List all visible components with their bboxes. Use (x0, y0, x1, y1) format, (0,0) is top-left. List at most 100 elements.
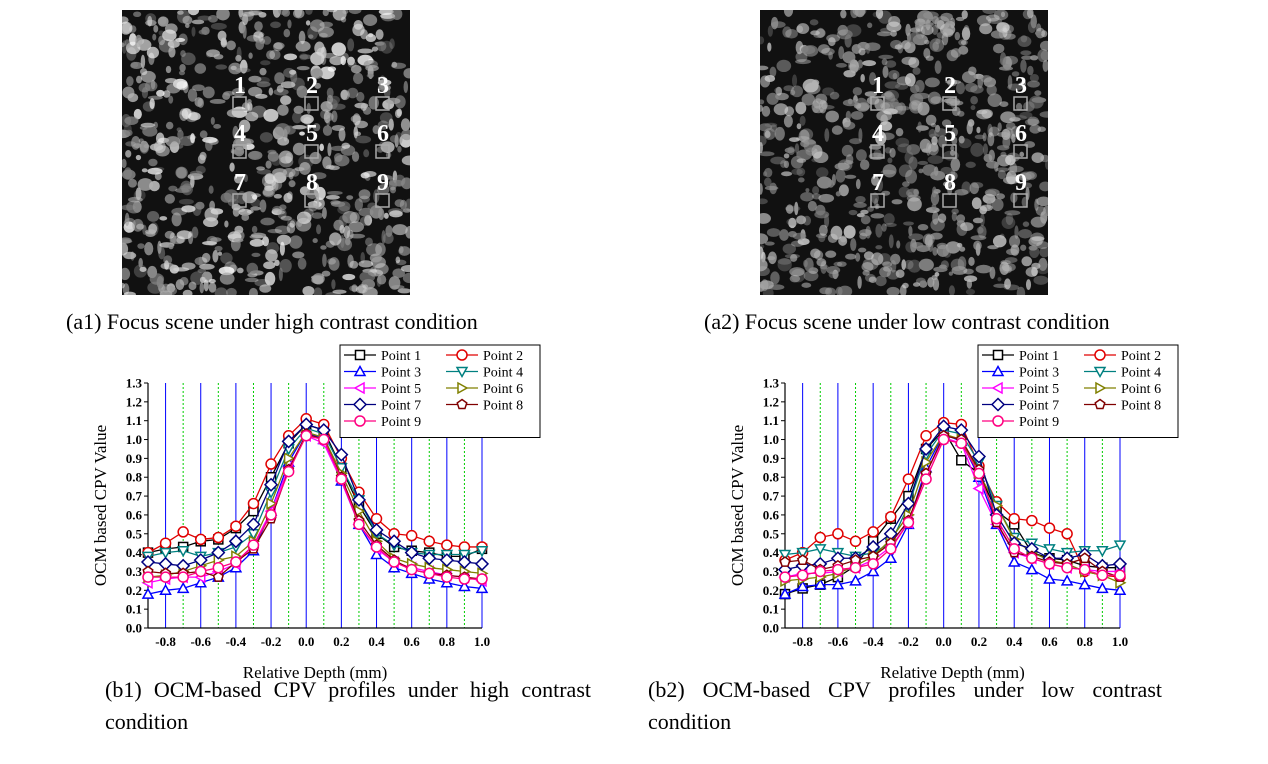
speckle (835, 286, 843, 295)
speckle (791, 74, 798, 88)
speckle (326, 114, 331, 127)
marker (334, 447, 349, 462)
caption: (b1) OCM-based CPV profiles under high c… (105, 677, 591, 734)
point-box (304, 96, 319, 111)
speckle (845, 110, 851, 121)
speckle (849, 138, 862, 145)
speckle (140, 68, 148, 76)
point-box (304, 193, 319, 208)
point-label: 2 (944, 73, 956, 99)
marker (1007, 555, 1021, 567)
speckle (1020, 59, 1027, 73)
speckle (769, 66, 777, 78)
speckle (277, 137, 290, 146)
marker (849, 535, 862, 548)
point-label: 8 (306, 170, 318, 196)
speckle (191, 26, 196, 37)
marker (318, 433, 330, 446)
speckle (276, 85, 284, 93)
speckle (248, 11, 261, 16)
speckle (347, 254, 354, 268)
speckle (957, 110, 965, 117)
speckle (279, 156, 294, 168)
marker (814, 565, 827, 578)
marker (439, 553, 454, 568)
speckle (921, 148, 932, 153)
speckle (888, 234, 894, 249)
speckle (261, 174, 277, 188)
point-label: 3 (1015, 73, 1027, 99)
speckle (783, 160, 789, 169)
marker (796, 547, 809, 560)
speckle (931, 186, 937, 198)
speckle (242, 24, 247, 39)
speckle (970, 142, 984, 157)
x-tick-label: 0.2 (971, 634, 987, 649)
speckle (325, 164, 335, 170)
speckle (883, 213, 895, 225)
speckle (784, 106, 795, 117)
speckle (835, 63, 848, 68)
speckle (940, 166, 953, 175)
marker (1095, 381, 1107, 395)
speckle (864, 273, 876, 283)
speckle (375, 29, 384, 40)
speckle (903, 221, 914, 226)
y-tick-label: 1.1 (763, 413, 779, 428)
speckle (260, 60, 271, 66)
speckle (777, 258, 792, 272)
x-tick-label: -0.4 (863, 634, 884, 649)
speckle (927, 277, 935, 288)
speckle (133, 108, 142, 120)
speckle (279, 204, 287, 211)
marker (902, 473, 915, 485)
x-tick-label: 0.6 (404, 634, 421, 649)
speckle (812, 193, 821, 200)
speckle (358, 207, 374, 217)
speckle (192, 203, 202, 216)
speckle (126, 200, 142, 214)
speckle (360, 172, 370, 179)
speckle (894, 44, 903, 50)
legend-label: Point 6 (483, 382, 523, 397)
speckle (955, 16, 965, 22)
speckle (977, 225, 987, 239)
speckle (1037, 126, 1046, 132)
speckle (298, 162, 311, 175)
y-tick-label: 0.8 (126, 470, 143, 485)
speckle (288, 180, 296, 188)
marker (441, 539, 453, 551)
speckle (925, 207, 940, 213)
speckle (941, 32, 949, 46)
marker (281, 434, 296, 449)
speckle (783, 10, 794, 17)
speckle (159, 216, 168, 221)
speckle (197, 15, 212, 21)
marker (370, 547, 383, 560)
x-axis-label: Relative Depth (mm) (880, 663, 1024, 682)
speckle (940, 260, 949, 270)
speckle (1015, 102, 1023, 111)
speckle (1027, 65, 1034, 76)
speckle (1000, 151, 1007, 157)
point-box (1013, 96, 1028, 111)
speckle (141, 168, 148, 173)
speckle (834, 162, 850, 171)
x-tick-label: 0.8 (439, 634, 456, 649)
speckle (213, 124, 222, 129)
speckle (976, 226, 984, 234)
speckle (278, 150, 294, 164)
speckle (241, 213, 250, 221)
speckle (870, 213, 885, 219)
speckle (901, 56, 917, 66)
speckle (791, 168, 803, 175)
speckle (349, 212, 360, 224)
point-box (232, 144, 247, 159)
legend-label: Point 7 (1019, 399, 1059, 414)
speckle (254, 21, 263, 32)
speckle (884, 81, 901, 89)
speckle (1026, 10, 1034, 19)
speckle (801, 93, 816, 106)
x-tick-label: 0.0 (298, 634, 314, 649)
